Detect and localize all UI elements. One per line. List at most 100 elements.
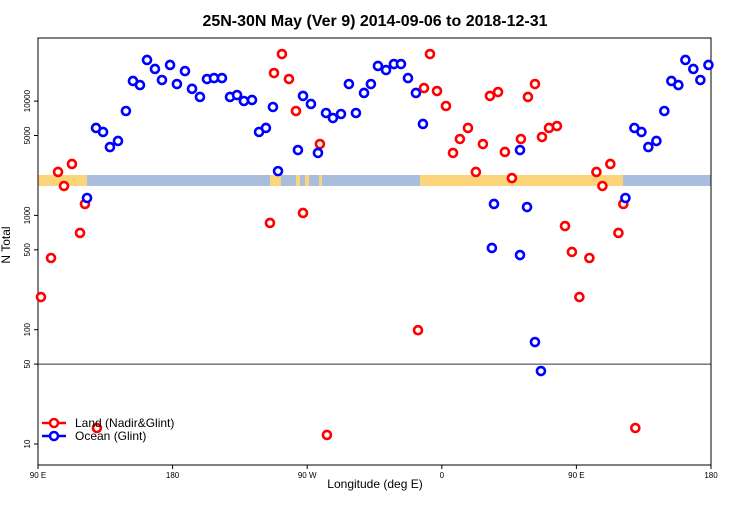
ocean-point	[81, 192, 93, 204]
ocean-point	[320, 107, 332, 119]
land-point	[283, 73, 295, 85]
ocean-point	[292, 144, 304, 156]
strip-land	[296, 175, 300, 186]
ocean-point	[486, 242, 498, 254]
ocean-point	[312, 147, 324, 159]
strip-land	[38, 175, 87, 186]
land-point	[66, 158, 78, 170]
y-tick-label: 50	[23, 359, 32, 368]
y-axis: 10 50 100 500 1000 5000 10000	[23, 89, 38, 448]
strip-land	[319, 175, 322, 186]
strip-land	[270, 175, 281, 186]
ocean-point	[643, 141, 654, 153]
ocean-point	[688, 63, 699, 75]
strip-land	[305, 175, 309, 186]
land-point	[630, 422, 641, 434]
land-point	[506, 172, 518, 184]
x-axis: 90 E 180 90 W 0 90 E 180	[30, 465, 718, 480]
land-point	[412, 324, 424, 336]
ocean-point	[112, 135, 124, 147]
ocean-point	[297, 90, 309, 102]
ocean-point	[216, 72, 228, 84]
ocean-point	[272, 165, 284, 177]
x-tick-label: 90 E	[30, 471, 46, 480]
ocean-point	[305, 98, 317, 110]
data-points	[35, 48, 714, 441]
land-point	[35, 291, 47, 303]
land-point	[536, 131, 548, 143]
ocean-point	[246, 94, 258, 106]
ocean-point	[636, 126, 647, 138]
ocean-point	[149, 63, 161, 75]
ocean-point	[620, 192, 631, 204]
land-point	[477, 138, 489, 150]
strip-ocean	[38, 175, 711, 186]
land-point	[440, 100, 452, 112]
y-tick-label: 1000	[23, 206, 32, 224]
land-point	[499, 146, 511, 158]
land-point	[424, 48, 436, 60]
land-point	[91, 422, 103, 434]
ocean-point	[395, 58, 407, 70]
ocean-point	[164, 59, 176, 71]
ocean-point	[335, 108, 347, 120]
ocean-point	[380, 64, 392, 76]
x-tick-label: 0	[440, 471, 445, 480]
land-point	[52, 166, 64, 178]
legend-marker-ocean	[48, 430, 60, 442]
y-axis-label: N Total	[0, 226, 13, 263]
ocean-point	[231, 89, 243, 101]
legend-label-ocean: Ocean (Glint)	[75, 429, 146, 443]
ocean-point	[343, 78, 355, 90]
land-point	[74, 227, 86, 239]
ocean-point	[104, 141, 116, 153]
y-tick-label: 500	[23, 243, 32, 257]
ocean-point	[134, 79, 146, 91]
y-tick-label: 5000	[23, 126, 32, 144]
ocean-point	[521, 201, 533, 213]
x-tick-label: 90 E	[568, 471, 584, 480]
ocean-point	[529, 336, 541, 348]
ocean-point	[260, 122, 272, 134]
ocean-point	[680, 54, 691, 66]
land-point	[605, 158, 616, 170]
land-point	[484, 90, 496, 102]
land-point	[559, 220, 571, 232]
land-point	[551, 120, 563, 132]
ocean-point	[358, 87, 370, 99]
y-tick-label: 100	[23, 322, 32, 336]
land-point	[45, 252, 57, 264]
ocean-point	[327, 112, 339, 124]
ocean-point	[179, 65, 191, 77]
land-point	[462, 122, 474, 134]
land-point	[574, 291, 585, 303]
ocean-point	[238, 95, 250, 107]
strip-land	[420, 175, 623, 186]
land-point	[515, 133, 527, 145]
ocean-point	[267, 101, 279, 113]
ocean-point	[194, 91, 206, 103]
land-point	[290, 105, 302, 117]
ocean-point	[514, 249, 526, 261]
legend-marker-land	[48, 417, 60, 429]
ocean-point	[120, 105, 132, 117]
ocean-point	[156, 74, 168, 86]
ocean-point	[350, 107, 362, 119]
land-point	[584, 252, 595, 264]
legend-label-land: Land (Nadir&Glint)	[75, 416, 174, 430]
ocean-point	[171, 78, 183, 90]
land-point	[268, 67, 280, 79]
ocean-point	[695, 74, 706, 86]
x-axis-label: Longitude (deg E)	[327, 477, 422, 491]
land-point	[529, 78, 541, 90]
ocean-point	[97, 126, 109, 138]
land-point	[566, 246, 578, 258]
x-tick-label: 180	[166, 471, 180, 480]
land-point	[591, 166, 602, 178]
ocean-point	[651, 135, 662, 147]
land-point	[522, 91, 534, 103]
ocean-point	[417, 118, 429, 130]
land-point	[418, 82, 430, 94]
x-tick-label: 90 W	[298, 471, 317, 480]
